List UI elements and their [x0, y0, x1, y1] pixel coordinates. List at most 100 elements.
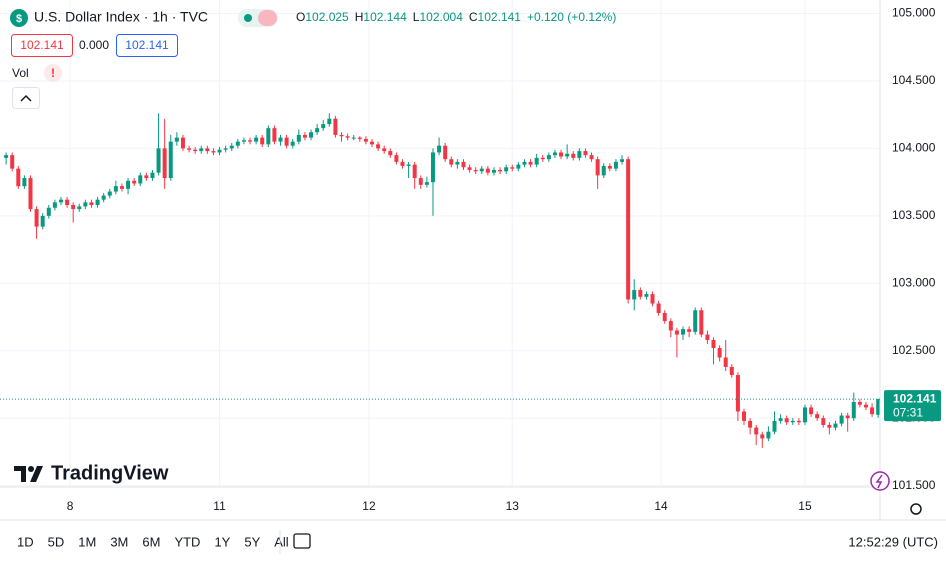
candle-body — [437, 145, 442, 153]
range-button[interactable]: 1Y — [214, 534, 230, 549]
ohlc-change: +0.120 (+0.12%) — [527, 10, 616, 24]
candle-body — [162, 148, 167, 179]
symbol-title[interactable]: U.S. Dollar Index · 1h · TVC — [34, 9, 208, 25]
x-tick-label: 13 — [506, 499, 520, 513]
x-tick-label: 15 — [798, 499, 812, 513]
candle-body — [351, 137, 356, 139]
x-tick-label: 11 — [213, 499, 226, 513]
candle-body — [827, 424, 832, 428]
candle-body — [376, 144, 381, 149]
candle-body — [83, 202, 88, 207]
candle-body — [729, 366, 734, 376]
candle-body — [28, 178, 33, 210]
price-box-right[interactable] — [116, 34, 178, 57]
candle-body — [370, 141, 375, 145]
candle-body — [735, 375, 740, 412]
candle-body — [607, 165, 612, 169]
candle-body — [723, 357, 728, 367]
candle-body — [790, 420, 795, 423]
candle-body — [107, 191, 112, 196]
candle-body — [418, 178, 423, 185]
range-button[interactable]: All — [274, 534, 289, 549]
candle-body — [766, 431, 771, 439]
candle-body — [644, 294, 649, 297]
warning-icon[interactable] — [44, 64, 62, 82]
candle-body — [809, 407, 814, 415]
candle-body — [199, 148, 204, 152]
ohlc-value: 102.004 — [419, 10, 463, 24]
date-range-icon[interactable] — [293, 533, 311, 549]
x-tick-label: 12 — [362, 499, 376, 513]
candle-body — [589, 155, 594, 160]
candle-body — [321, 124, 326, 129]
alert-glyph — [875, 474, 883, 489]
y-tick-label: 103.500 — [892, 208, 936, 222]
candle-body — [522, 161, 527, 165]
candle-body — [754, 427, 759, 435]
candle-body — [217, 149, 222, 153]
candle-body — [412, 164, 417, 179]
ohlc-label: O — [296, 10, 305, 24]
candle-body — [193, 149, 198, 152]
candle-body — [552, 152, 557, 156]
candle-body — [681, 329, 686, 335]
axes: 105.000 104.500 104.000 103.500 103.000 102.5… — [0, 6, 941, 513]
x-tick-label: 8 — [67, 499, 74, 513]
symbol-icon — [10, 9, 28, 27]
candle-body — [174, 137, 179, 142]
candle-body — [345, 136, 350, 138]
candle-body — [229, 145, 234, 149]
price-box-left[interactable] — [11, 34, 73, 57]
candle-body — [467, 167, 472, 170]
candle-body — [144, 175, 149, 179]
range-button[interactable]: 6M — [142, 534, 160, 549]
candle-body — [4, 155, 9, 158]
candle-body — [510, 167, 515, 169]
candle-body — [638, 290, 643, 297]
range-button[interactable]: 5Y — [244, 534, 260, 549]
settings-icon[interactable] — [910, 503, 922, 515]
candle-body — [52, 202, 57, 208]
candle-body — [315, 128, 320, 133]
candle-body — [528, 161, 533, 165]
candle-body — [565, 153, 570, 157]
candle-body — [430, 152, 435, 183]
candle-body — [473, 169, 478, 172]
candle-body — [327, 118, 332, 125]
candle-body — [833, 423, 838, 428]
candle-body — [406, 164, 411, 166]
candle-body — [357, 137, 362, 139]
range-button[interactable]: YTD — [174, 534, 200, 549]
candle-body — [540, 157, 545, 160]
candle-body — [656, 303, 661, 313]
candle-body — [748, 420, 753, 428]
candle-body — [71, 205, 76, 210]
price-right: 102.141 — [125, 38, 169, 52]
candle-body — [845, 415, 850, 419]
candle-body — [668, 321, 673, 331]
range-button[interactable]: 1D — [17, 534, 34, 549]
candle-body — [626, 159, 631, 300]
candle-body — [10, 155, 15, 169]
warning-glyph: ! — [51, 66, 55, 80]
candle-body — [101, 195, 106, 200]
candle-body — [34, 209, 39, 227]
range-button[interactable]: 3M — [110, 534, 128, 549]
candle-body — [796, 420, 801, 423]
candle-body — [187, 148, 192, 150]
y-tick-label: 104.000 — [892, 141, 936, 155]
candle-body — [394, 155, 399, 162]
x-tick-label: 14 — [654, 499, 668, 513]
candle-body — [168, 141, 173, 179]
candle-body — [778, 418, 783, 421]
candle-body — [491, 169, 496, 173]
range-button[interactable]: 5D — [48, 534, 65, 549]
collapse-button[interactable] — [12, 87, 40, 109]
alert-icon[interactable] — [870, 471, 890, 491]
candle-body — [382, 148, 387, 152]
candle-body — [302, 134, 307, 138]
candle-body — [687, 329, 692, 332]
range-button[interactable]: 1M — [78, 534, 96, 549]
